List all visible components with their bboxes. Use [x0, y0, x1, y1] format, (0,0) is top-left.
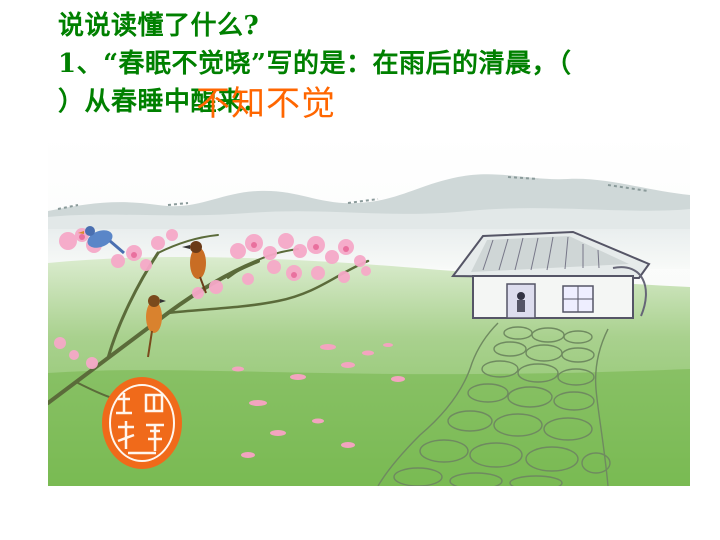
sparrow-bird-lower	[146, 295, 166, 358]
question-line-2: ）从春睡中醒来.	[58, 87, 254, 117]
spring-morning-illustration	[48, 133, 690, 486]
answer-text: 不知不觉	[196, 84, 336, 124]
question-line-1: 1、“春眠不觉晓”写的是：在雨后的清晨，（	[58, 49, 572, 79]
fallen-petals	[232, 343, 405, 458]
blue-bird	[78, 226, 125, 255]
seal-stamp	[102, 377, 182, 469]
prompt-heading: 说说读懂了什么?	[58, 11, 260, 41]
stone-path	[377, 322, 611, 486]
cottage	[451, 230, 651, 319]
peach-tree-branches	[48, 234, 370, 406]
sparrow-bird-upper	[182, 241, 207, 294]
